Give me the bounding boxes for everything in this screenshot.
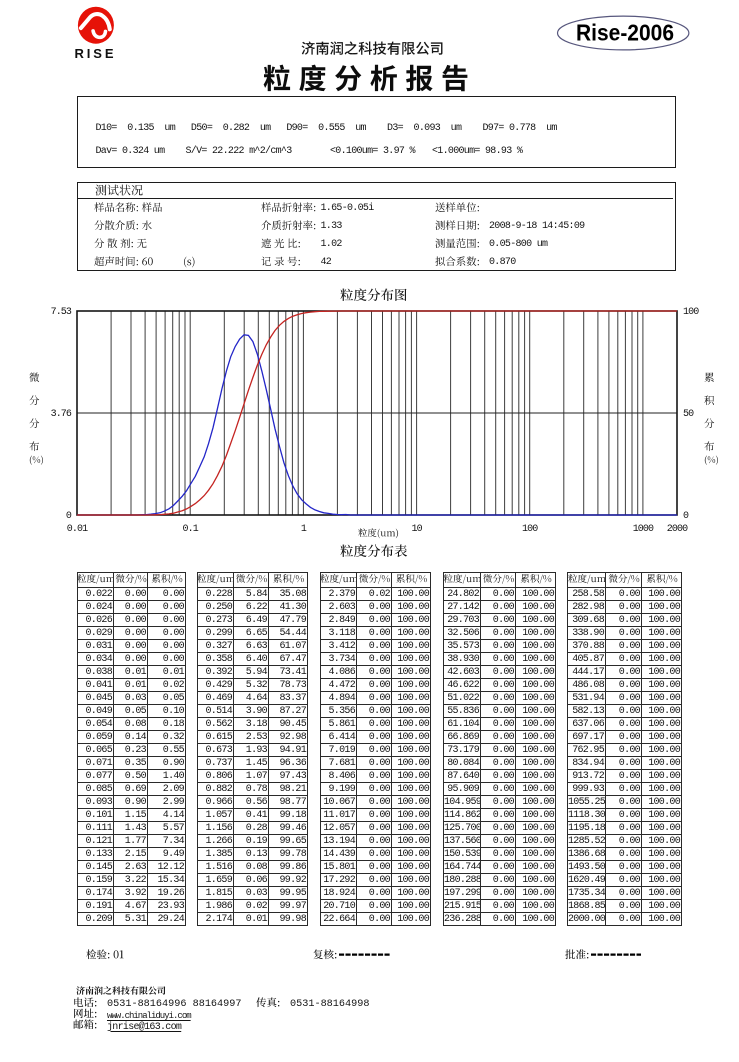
svg-text:Rise-2006: Rise-2006 xyxy=(576,20,674,46)
